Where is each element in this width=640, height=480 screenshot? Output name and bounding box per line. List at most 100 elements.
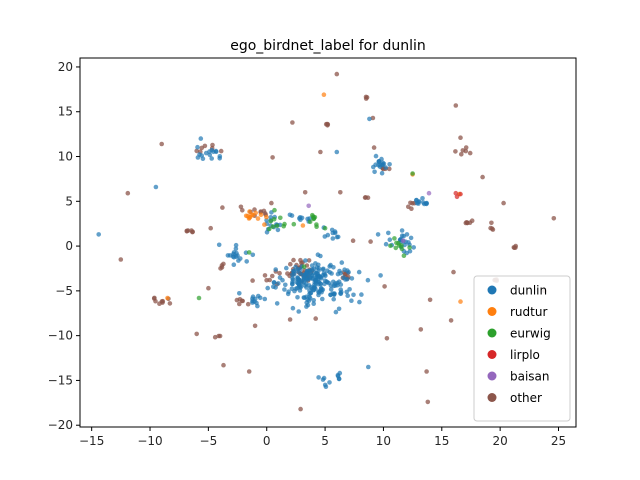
- data-point: [424, 369, 429, 374]
- data-point: [381, 161, 387, 167]
- data-point: [167, 301, 173, 306]
- y-tick-label: −10: [48, 329, 73, 343]
- data-point: [287, 317, 293, 322]
- legend-label: eurwig: [510, 327, 551, 341]
- data-point: [335, 271, 341, 277]
- data-point: [314, 224, 319, 229]
- data-point: [409, 206, 414, 211]
- data-point: [206, 285, 211, 291]
- data-point: [165, 295, 170, 301]
- data-point: [318, 286, 324, 291]
- data-point: [276, 281, 281, 286]
- legend-item-eurwig: eurwig: [487, 327, 551, 341]
- series-baisan: [306, 190, 432, 243]
- data-point: [212, 334, 218, 340]
- data-point: [255, 303, 260, 309]
- data-point: [190, 229, 195, 235]
- data-point: [330, 236, 336, 241]
- legend-item-dunlin: dunlin: [487, 284, 547, 298]
- data-point: [264, 214, 269, 220]
- data-point: [373, 153, 379, 159]
- data-point: [314, 271, 319, 276]
- data-point: [272, 207, 277, 213]
- data-point: [209, 156, 214, 161]
- x-tick-label: 10: [376, 434, 391, 448]
- data-point: [489, 220, 494, 226]
- data-point: [316, 281, 321, 287]
- data-point: [359, 292, 364, 297]
- data-point: [388, 243, 393, 249]
- data-point: [331, 283, 337, 289]
- data-point: [306, 258, 312, 263]
- data-point: [330, 230, 336, 236]
- data-point: [250, 296, 255, 302]
- data-point: [410, 171, 415, 176]
- x-tick-label: −15: [79, 434, 104, 448]
- data-point: [304, 277, 309, 282]
- data-point: [297, 282, 302, 288]
- data-point: [387, 237, 393, 242]
- data-point: [266, 226, 272, 232]
- data-point: [370, 115, 376, 121]
- series-lirplo: [453, 190, 463, 200]
- data-point: [221, 261, 226, 267]
- data-point: [290, 272, 295, 278]
- legend-marker: [487, 393, 497, 402]
- data-point: [334, 149, 340, 155]
- data-point: [307, 288, 312, 293]
- data-point: [308, 270, 313, 276]
- data-point: [311, 298, 317, 303]
- data-point: [284, 265, 289, 271]
- data-point: [364, 95, 370, 100]
- data-point: [307, 295, 313, 301]
- data-point: [383, 241, 389, 247]
- legend-marker: [487, 350, 497, 359]
- data-point: [387, 166, 392, 172]
- data-point: [407, 245, 412, 250]
- series-eurwig: [196, 171, 415, 301]
- data-point: [264, 230, 270, 235]
- data-point: [365, 277, 371, 283]
- data-point: [125, 190, 131, 196]
- data-point: [426, 190, 432, 196]
- data-point: [304, 285, 309, 290]
- data-point: [316, 292, 321, 298]
- data-point: [271, 216, 277, 222]
- data-point: [298, 406, 303, 412]
- data-point: [269, 200, 274, 206]
- data-point: [118, 257, 124, 262]
- data-point: [195, 155, 201, 160]
- data-point: [311, 266, 317, 272]
- data-point: [327, 380, 332, 385]
- data-point: [414, 198, 419, 203]
- data-point: [287, 212, 293, 218]
- data-point: [237, 301, 242, 307]
- data-point: [411, 245, 417, 250]
- legend: dunlin rudtur eurwig lirplo baisan other: [473, 275, 571, 422]
- data-point: [258, 212, 264, 218]
- data-point: [320, 267, 326, 272]
- data-point: [458, 191, 463, 197]
- y-tick-label: 20: [58, 60, 73, 74]
- legend-marker: [487, 285, 497, 295]
- data-point: [321, 92, 327, 97]
- x-tick-label: 15: [434, 434, 449, 448]
- legend-item-rudtur: rudtur: [487, 305, 547, 319]
- data-point: [427, 297, 433, 303]
- data-point: [368, 239, 373, 244]
- data-point: [333, 309, 339, 315]
- legend-item-baisan: baisan: [487, 370, 550, 384]
- data-point: [160, 298, 166, 304]
- data-point: [366, 364, 371, 370]
- data-point: [387, 162, 392, 167]
- legend-marker: [487, 328, 497, 338]
- data-point: [151, 296, 157, 301]
- data-point: [378, 162, 383, 168]
- plot-area-frame: [79, 57, 577, 428]
- data-point: [274, 301, 280, 306]
- data-point: [338, 291, 344, 297]
- data-point: [270, 155, 275, 160]
- data-point: [220, 205, 225, 210]
- data-point: [262, 222, 267, 227]
- data-point: [233, 246, 239, 252]
